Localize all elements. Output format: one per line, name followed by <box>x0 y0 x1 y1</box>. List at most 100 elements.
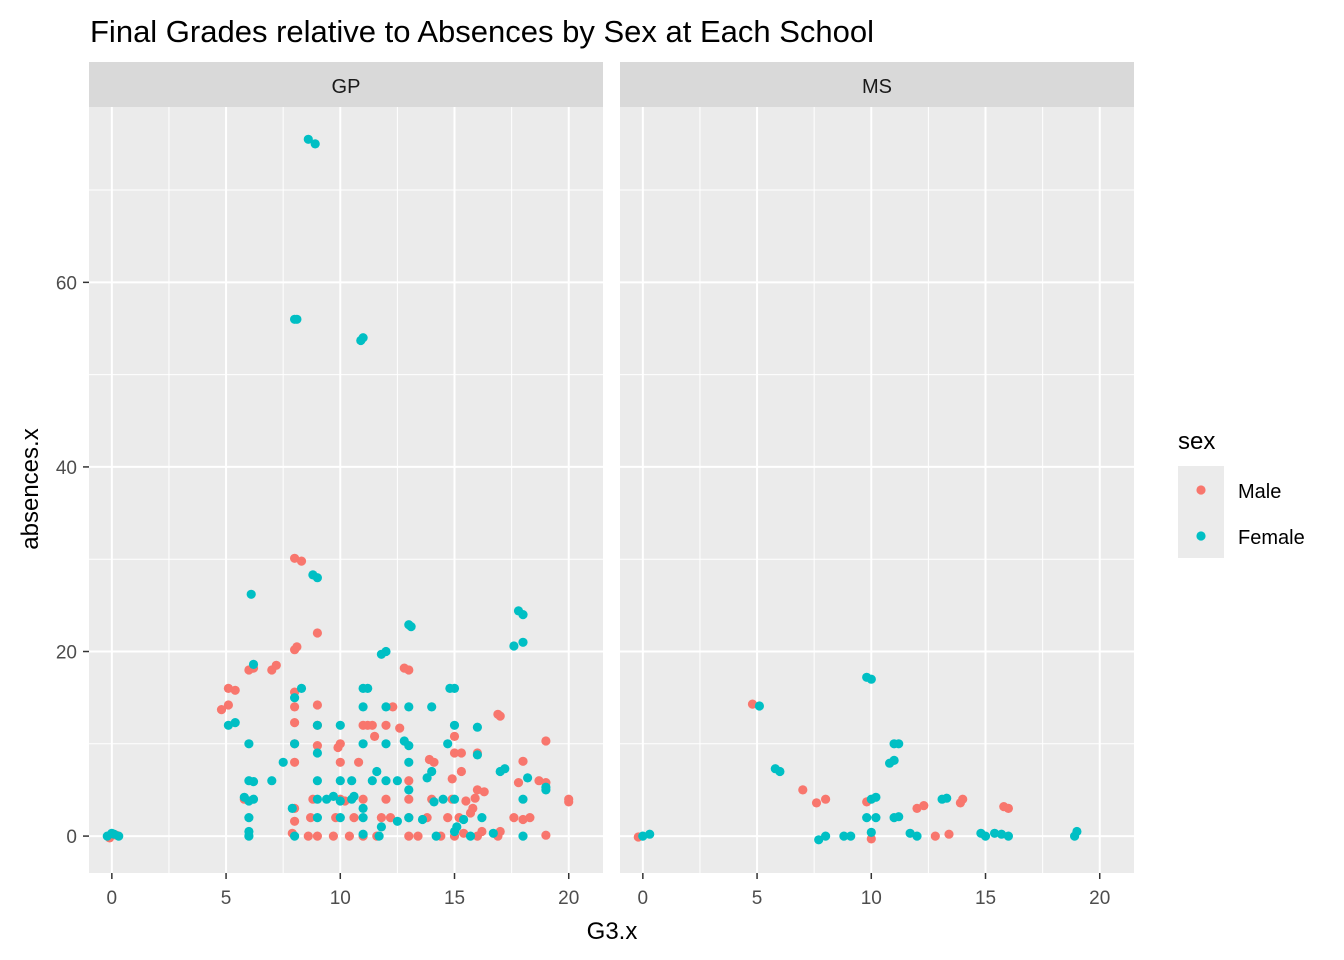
point-male <box>404 665 414 675</box>
point-female <box>518 831 528 841</box>
point-female <box>363 683 373 694</box>
point-female <box>312 720 322 730</box>
x-tick-label: 5 <box>752 888 763 909</box>
point-male <box>456 766 466 777</box>
point-female <box>248 777 259 787</box>
point-female <box>866 674 876 684</box>
point-female <box>417 814 428 825</box>
point-female <box>465 831 476 841</box>
point-male <box>370 731 380 742</box>
point-male <box>303 831 313 841</box>
point-female <box>518 610 528 620</box>
point-female <box>459 814 469 825</box>
point-female <box>449 720 460 730</box>
point-male <box>534 776 544 786</box>
x-axis-title: G3.x <box>587 918 638 945</box>
point-female <box>862 813 872 823</box>
facet-strip-label: GP <box>332 76 361 98</box>
point-male <box>525 813 535 823</box>
point-male <box>509 813 519 823</box>
point-female <box>871 813 881 823</box>
point-female <box>381 646 391 657</box>
point-female <box>358 813 368 823</box>
y-tick-label: 0 <box>66 827 77 848</box>
legend-key-female <box>1196 531 1206 541</box>
point-male <box>944 829 954 839</box>
point-female <box>404 813 414 823</box>
point-female <box>347 776 357 786</box>
point-female <box>1072 826 1082 837</box>
point-female <box>312 573 322 583</box>
point-female <box>312 813 322 823</box>
facet-strip <box>620 62 1134 107</box>
point-female <box>509 641 519 651</box>
point-male <box>958 794 968 804</box>
point-male <box>821 794 831 804</box>
x-tick-label: 10 <box>330 888 351 909</box>
point-female <box>335 813 345 823</box>
point-male <box>518 814 528 825</box>
point-female <box>392 776 402 786</box>
point-male <box>429 757 439 767</box>
point-female <box>278 757 288 767</box>
point-female <box>312 748 322 758</box>
point-female <box>541 782 551 792</box>
point-female <box>894 739 904 749</box>
point-female <box>821 831 831 841</box>
x-tick-label: 15 <box>444 888 465 909</box>
point-male <box>335 739 345 749</box>
point-male <box>459 828 469 838</box>
legend-key-background <box>1178 466 1224 558</box>
point-female <box>310 139 320 149</box>
point-female <box>1003 831 1014 841</box>
point-female <box>290 831 300 841</box>
point-male <box>290 757 300 767</box>
point-female <box>267 776 277 786</box>
point-female <box>335 796 345 806</box>
x-tick-label: 5 <box>221 888 232 909</box>
point-female <box>381 702 391 712</box>
point-male <box>354 757 364 767</box>
point-male <box>312 700 322 710</box>
point-male <box>388 702 398 712</box>
point-male <box>344 831 354 841</box>
point-female <box>303 134 313 144</box>
point-male <box>541 830 551 840</box>
point-male <box>216 705 227 715</box>
point-male <box>447 774 457 784</box>
point-male <box>747 699 758 709</box>
point-male <box>296 556 307 566</box>
point-female <box>381 776 391 786</box>
point-female <box>356 335 366 346</box>
point-female <box>477 813 487 823</box>
point-female <box>290 739 300 749</box>
point-female <box>290 693 300 703</box>
point-male <box>495 826 505 837</box>
point-male <box>230 685 240 695</box>
point-male <box>381 720 391 730</box>
point-female <box>905 828 915 838</box>
point-male <box>290 553 300 563</box>
point-male <box>312 628 322 638</box>
point-male <box>477 826 487 837</box>
point-female <box>404 741 414 751</box>
facet-strip-label: MS <box>862 76 892 98</box>
point-male <box>404 776 414 786</box>
point-male <box>376 813 386 823</box>
point-male <box>413 831 423 841</box>
point-male <box>223 700 233 710</box>
x-tick-label: 20 <box>1089 888 1110 909</box>
point-male <box>930 831 940 841</box>
point-female <box>472 722 482 732</box>
point-female <box>980 831 991 841</box>
point-male <box>470 793 480 803</box>
point-male <box>404 794 414 804</box>
point-female <box>404 757 414 767</box>
point-female <box>367 776 377 786</box>
point-male <box>443 813 453 823</box>
point-female <box>292 314 302 324</box>
point-female <box>381 739 391 749</box>
point-female <box>244 831 254 841</box>
y-tick-label: 60 <box>56 273 77 294</box>
